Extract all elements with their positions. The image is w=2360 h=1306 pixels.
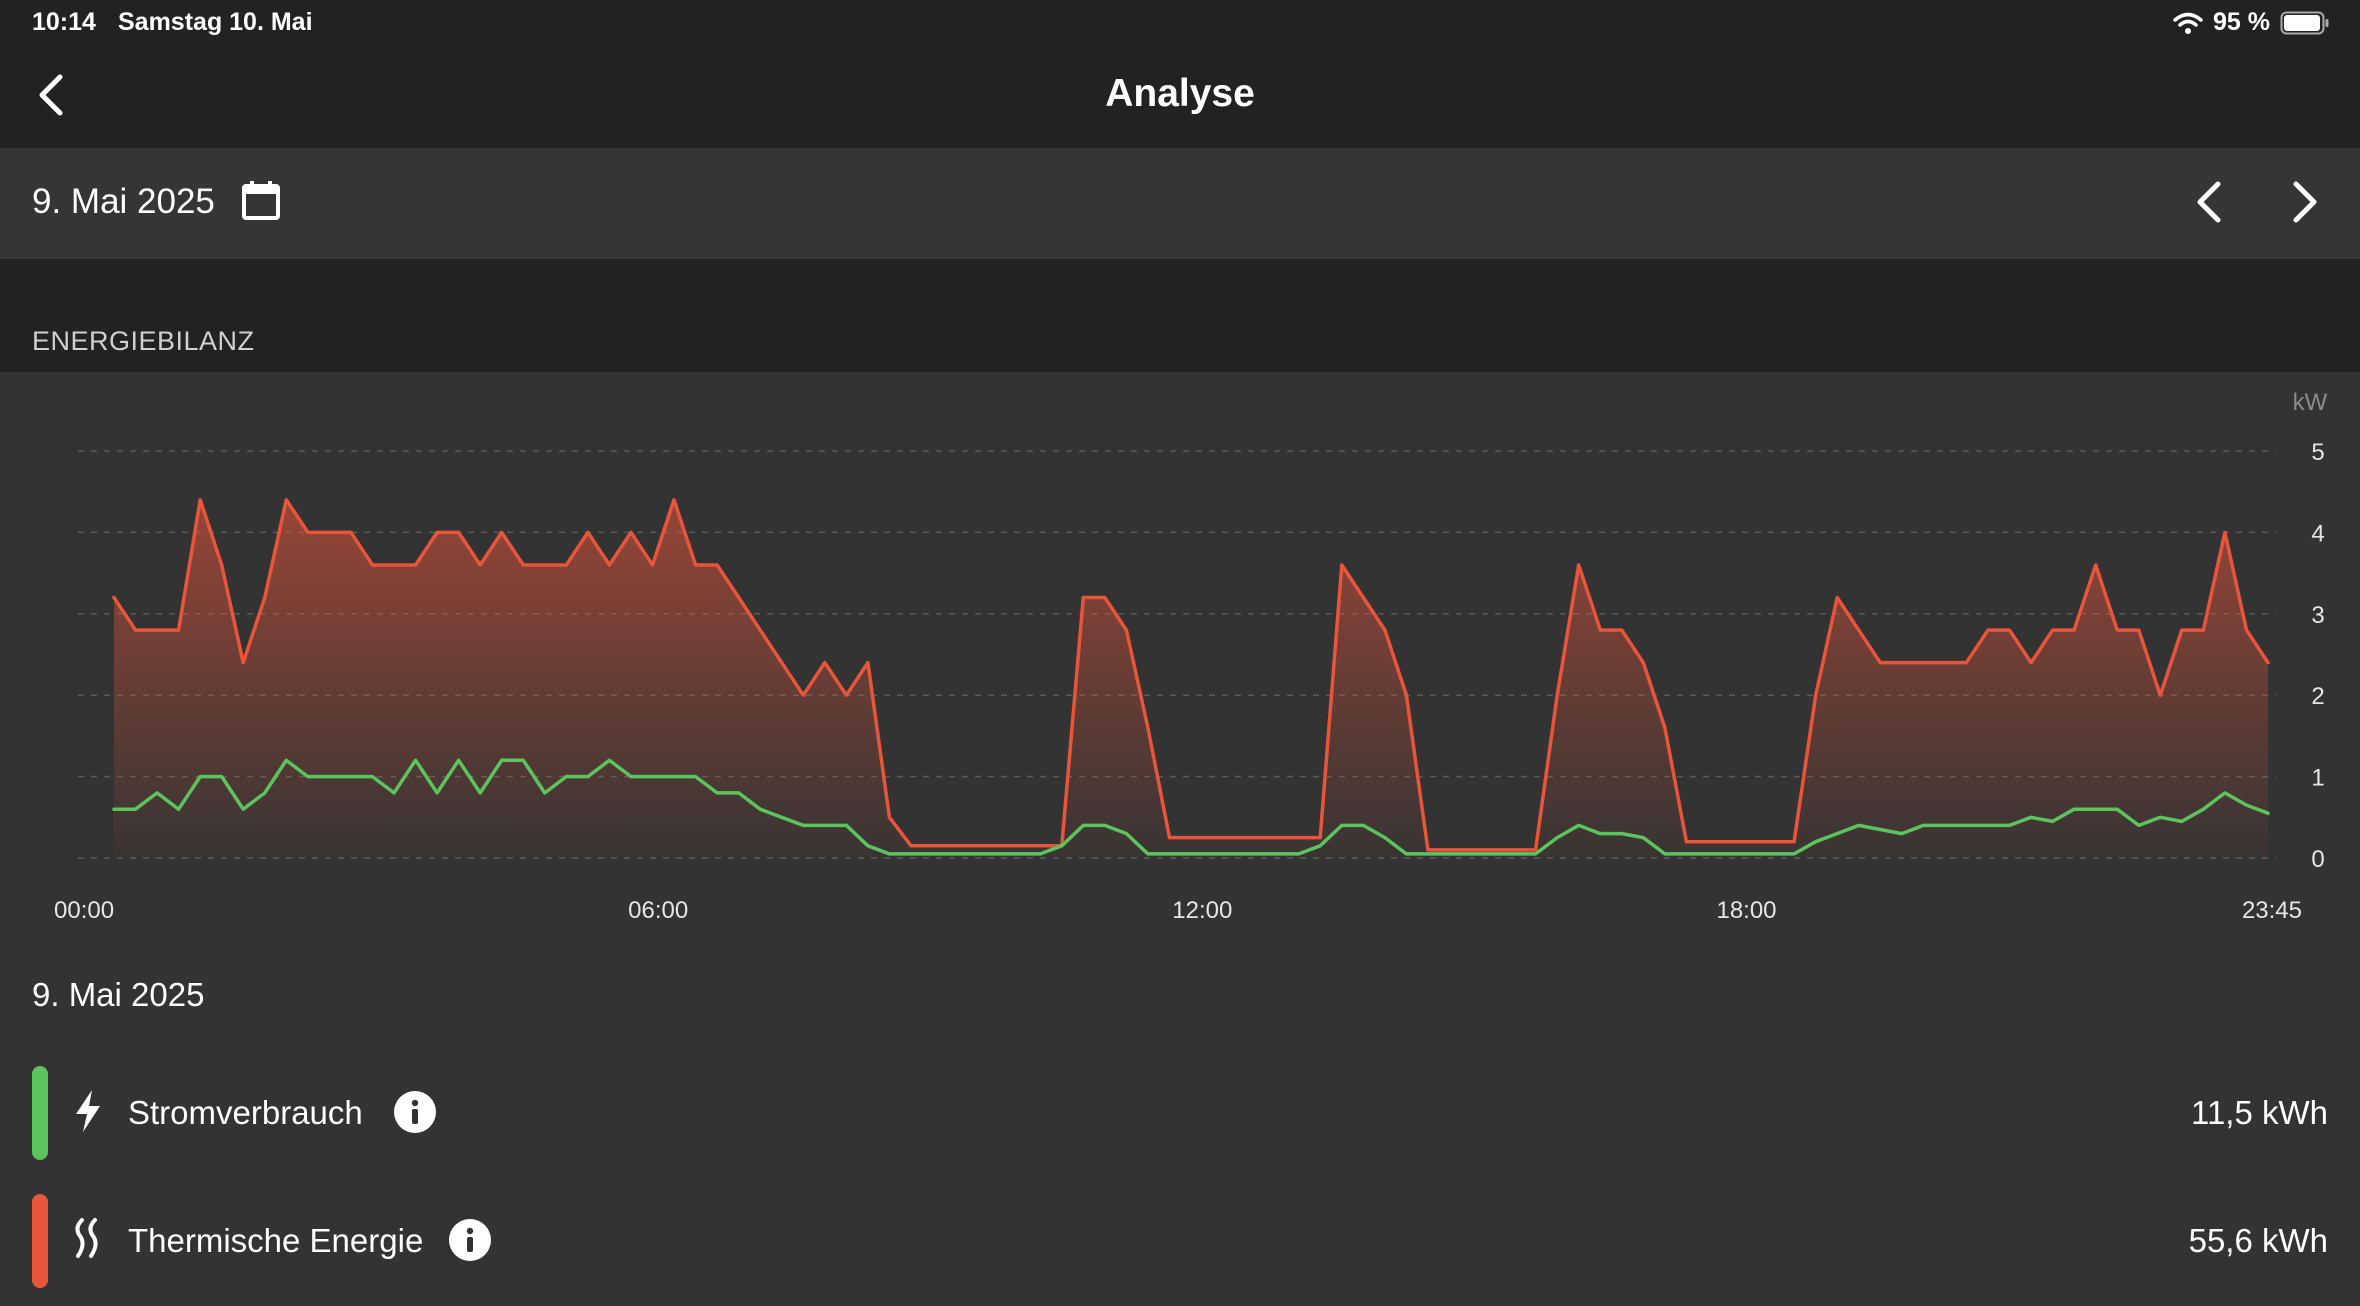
status-time: 10:14 xyxy=(32,8,96,36)
section-title: ENERGIEBILANZ xyxy=(32,326,255,356)
x-tick-label: 23:45 xyxy=(2242,897,2302,924)
wifi-icon xyxy=(2173,12,2203,34)
battery-icon xyxy=(2280,11,2329,34)
series-area-thermische-energie xyxy=(114,499,2268,858)
battery-percent: 95 % xyxy=(2213,8,2270,36)
stromverbrauch-label: Stromverbrauch xyxy=(128,1094,363,1131)
summary-date: 9. Mai 2025 xyxy=(32,976,205,1013)
status-indicators: 95 % xyxy=(2173,8,2330,37)
info-icon xyxy=(411,1099,419,1124)
next-day-button[interactable] xyxy=(2278,176,2328,228)
x-tick-label: 18:00 xyxy=(1716,897,1776,924)
back-button[interactable] xyxy=(26,70,76,120)
chart-panel: 0 1 2 3 4 5 kW 00:00 06:00 12:00 18:00 23:45 9. Mai… xyxy=(0,372,2360,1306)
stromverbrauch-value: 11,5 kWh xyxy=(2191,1094,2328,1131)
previous-day-button[interactable] xyxy=(2186,176,2236,228)
info-icon xyxy=(466,1227,474,1252)
y-tick-label: 1 xyxy=(2311,765,2324,792)
y-tick-label: 5 xyxy=(2311,439,2324,466)
y-tick-label: 3 xyxy=(2311,602,2324,629)
series-line-stromverbrauch xyxy=(112,758,2270,856)
y-axis-unit: kW xyxy=(2293,389,2328,416)
y-tick-label: 0 xyxy=(2311,846,2324,873)
stromverbrauch-color-bar xyxy=(32,1066,48,1160)
chevron-right-icon xyxy=(2293,181,2317,223)
header: Analyse xyxy=(0,48,2360,148)
legend-row-stromverbrauch: Stromverbrauch 11,5 kWh xyxy=(0,1064,2360,1160)
x-tick-label: 12:00 xyxy=(1172,897,1232,924)
selected-date[interactable]: 9. Mai 2025 xyxy=(32,182,215,221)
y-tick-label: 2 xyxy=(2311,683,2324,710)
thermische-energie-label: Thermische Energie xyxy=(128,1222,424,1259)
thermische-energie-value: 55,6 kWh xyxy=(2188,1222,2328,1259)
legend-row-thermische-energie: Thermische Energie 55,6 kWh xyxy=(0,1192,2360,1288)
y-tick-label: 4 xyxy=(2311,520,2324,547)
chevron-left-icon xyxy=(2197,181,2221,223)
thermische-energie-color-bar xyxy=(32,1194,48,1288)
x-tick-label: 00:00 xyxy=(54,897,114,924)
page-title: Analyse xyxy=(1105,72,1255,115)
energy-chart[interactable]: 0 1 2 3 4 5 kW 00:00 06:00 12:00 18:00 23:45 xyxy=(0,372,2360,952)
heat-waves-icon xyxy=(75,1218,98,1258)
calendar-button[interactable] xyxy=(238,178,284,224)
stromverbrauch-info-button[interactable] xyxy=(394,1091,436,1133)
calendar-icon xyxy=(242,181,280,220)
status-bar: 10:14 Samstag 10. Mai 95 % xyxy=(0,0,2360,48)
chevron-left-icon xyxy=(39,74,63,116)
bolt-icon xyxy=(76,1090,100,1132)
x-tick-label: 06:00 xyxy=(628,897,688,924)
status-date: Samstag 10. Mai xyxy=(118,8,313,36)
thermische-energie-info-button[interactable] xyxy=(449,1219,491,1261)
series-line-thermische-energie xyxy=(112,498,2270,852)
date-bar: 9. Mai 2025 xyxy=(0,148,2360,259)
